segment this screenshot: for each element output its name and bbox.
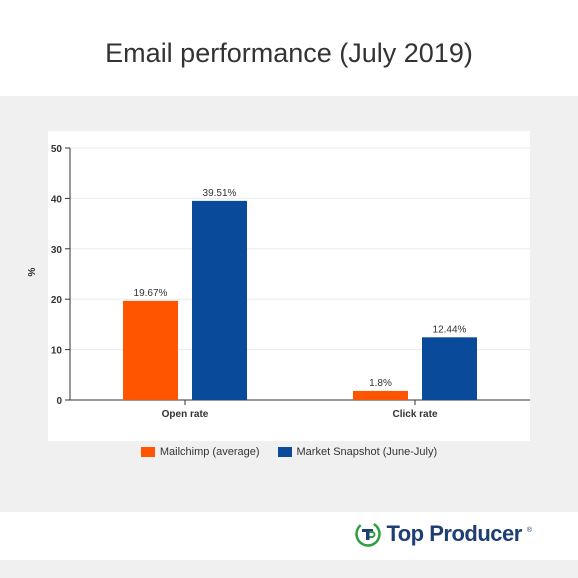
- x-tick-label: Open rate: [162, 409, 209, 420]
- y-tick-label: 0: [56, 396, 62, 407]
- bar-chart: 0 10 20 30 40 50% 19.67% 39.51% Open rate 1.8% 12.…: [27, 144, 530, 420]
- y-tick-label: 20: [51, 295, 63, 306]
- chart-title: Email performance (July 2019): [105, 38, 473, 68]
- legend-label-mailchimp: Mailchimp (average): [159, 446, 260, 458]
- data-label: 19.67%: [134, 288, 168, 299]
- legend-item-mailchimp: Mailchimp (average): [140, 446, 260, 458]
- footer: Top Producer ®: [0, 512, 578, 560]
- y-axis-label: %: [27, 267, 38, 276]
- top-producer-logo: Top Producer ®: [355, 521, 532, 547]
- y-tick-label: 10: [51, 346, 63, 357]
- legend-item-market-snapshot: Market Snapshot (June-July): [277, 446, 438, 458]
- chart-legend: Mailchimp (average) Market Snapshot (Jun…: [0, 446, 578, 458]
- chart-area: 0 10 20 30 40 50% 19.67% 39.51% Open rate 1.8% 12.…: [27, 131, 530, 441]
- bar: [353, 390, 408, 400]
- legend-swatch-market-snapshot: [277, 447, 292, 457]
- y-tick-label: 50: [51, 144, 63, 155]
- legend-swatch-mailchimp: [140, 447, 155, 457]
- data-label: 12.44%: [433, 324, 467, 335]
- data-label: 39.51%: [203, 188, 237, 199]
- y-tick-label: 40: [51, 194, 63, 205]
- logo-registered-mark: ®: [526, 527, 532, 534]
- bar: [123, 300, 178, 400]
- logo-text: Top Producer: [386, 521, 522, 546]
- bar: [192, 200, 247, 400]
- x-tick-label: Click rate: [392, 409, 437, 420]
- bar: [422, 337, 477, 400]
- top-producer-logo-icon: [355, 521, 382, 547]
- legend-label-market-snapshot: Market Snapshot (June-July): [296, 446, 438, 458]
- data-label: 1.8%: [369, 378, 392, 389]
- y-tick-label: 30: [51, 245, 63, 256]
- title-bar: Email performance (July 2019): [0, 0, 578, 96]
